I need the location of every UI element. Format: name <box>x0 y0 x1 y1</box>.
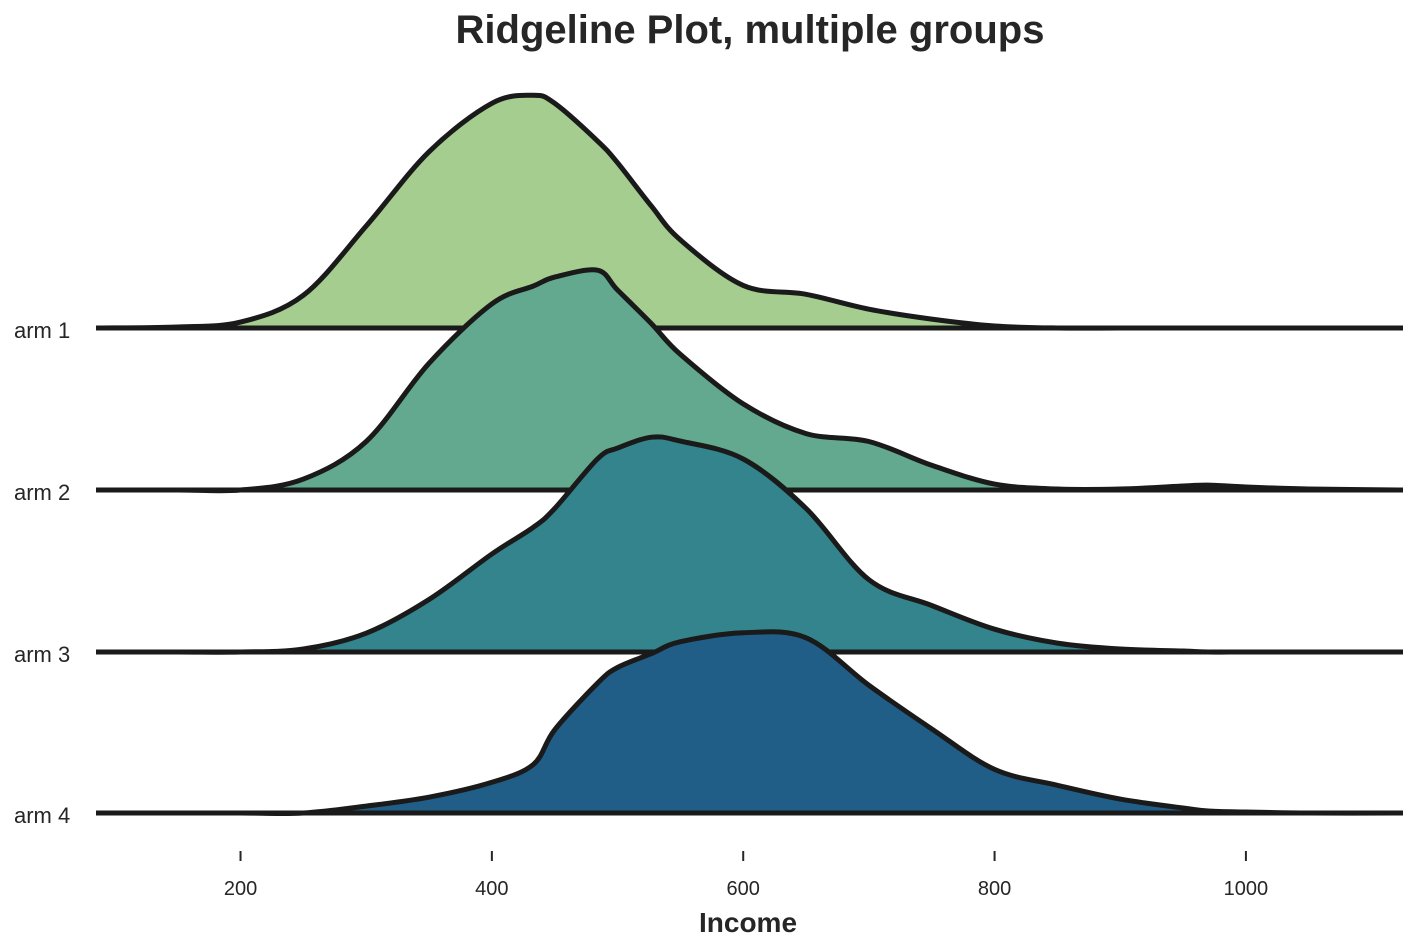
ridge-3 <box>96 434 1403 655</box>
x-axis-label: Income <box>699 907 797 938</box>
x-tick-label-1000: 1000 <box>1224 878 1269 900</box>
group-label-2: arm 2 <box>14 480 70 505</box>
x-tick-label-200: 200 <box>224 878 257 900</box>
group-labels-layer: arm 1 arm 2 arm 3 arm 4 <box>14 318 70 828</box>
group-label-1: arm 1 <box>14 318 70 343</box>
ridge-4 <box>96 629 1404 817</box>
ridge-1 <box>95 92 1403 331</box>
ridge-area-4 <box>96 631 1403 814</box>
ridge-outline-4 <box>96 629 1404 817</box>
ridges-layer <box>95 92 1404 817</box>
chart-title: Ridgeline Plot, multiple groups <box>455 8 1045 52</box>
x-tick-label-600: 600 <box>727 878 760 900</box>
ridge-area-3 <box>96 436 1403 653</box>
x-axis: 200 400 600 800 1000 <box>224 851 1268 900</box>
x-tick-label-400: 400 <box>475 878 508 900</box>
group-label-3: arm 3 <box>14 642 70 667</box>
ridge-area-1 <box>96 95 1403 329</box>
ridge-area-2 <box>96 269 1403 491</box>
x-tick-label-800: 800 <box>978 878 1011 900</box>
ridge-outline-2 <box>96 267 1404 494</box>
group-label-4: arm 4 <box>14 803 70 828</box>
